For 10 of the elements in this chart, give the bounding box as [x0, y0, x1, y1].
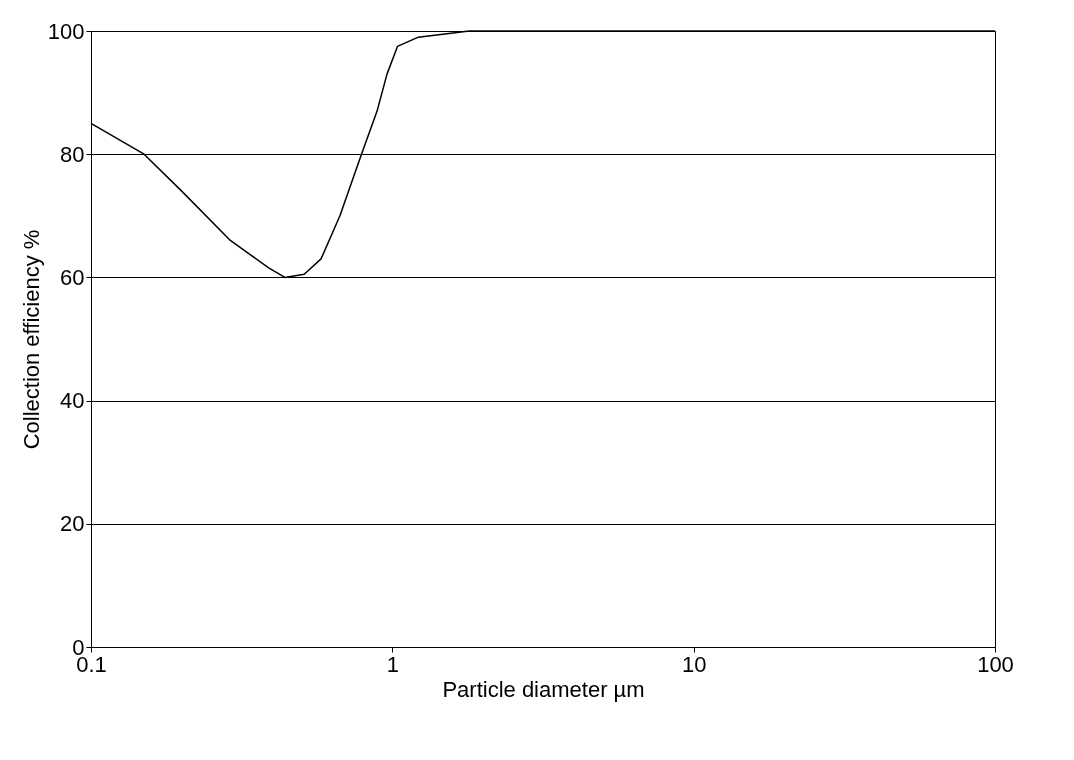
x-tick-label: 1	[386, 651, 399, 677]
x-tick-label: 10	[681, 651, 707, 677]
y-tick-label: 60	[60, 264, 85, 290]
x-tick-label: 100	[977, 651, 1014, 677]
y-tick-label: 40	[60, 388, 85, 414]
y-tick-label: 20	[60, 511, 85, 537]
y-tick-label: 80	[60, 141, 85, 167]
y-axis-title: Collection efficiency %	[18, 229, 44, 450]
x-axis-title: Particle diameter µm	[442, 676, 645, 702]
y-tick-label: 100	[47, 18, 85, 44]
